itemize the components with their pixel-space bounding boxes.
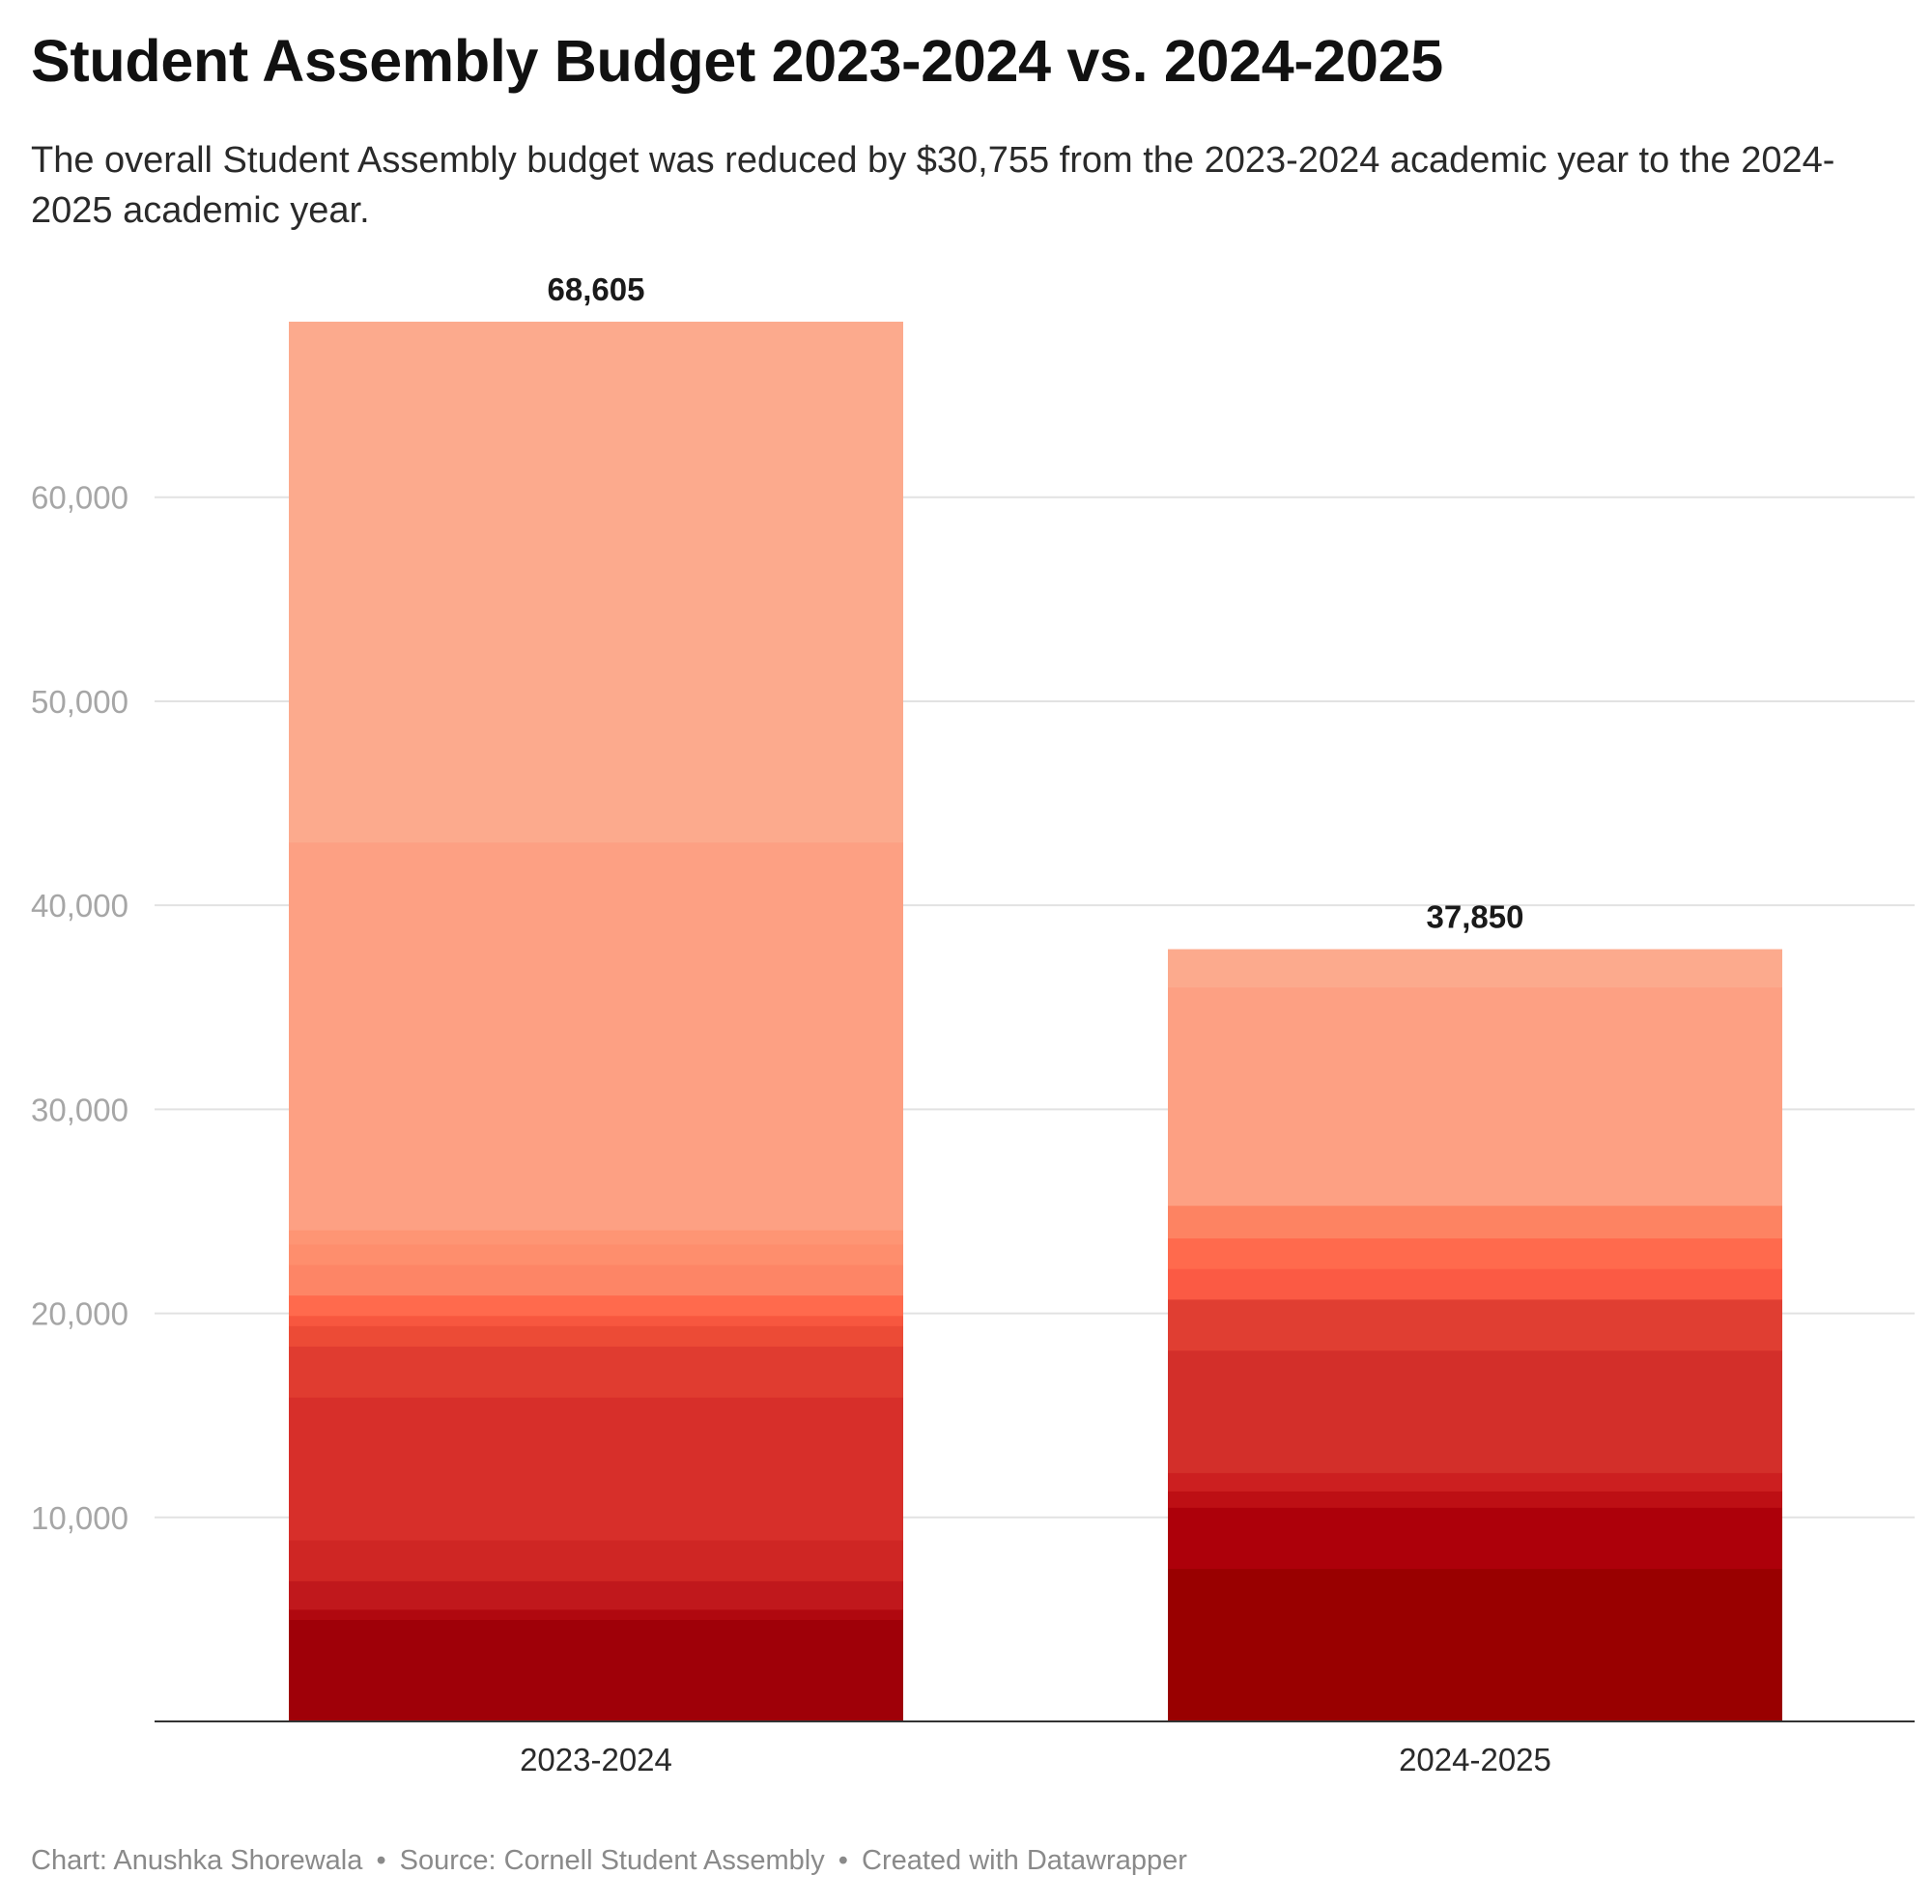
bar-segment — [289, 1608, 903, 1620]
footer-separator-1: • — [376, 1845, 386, 1876]
chart-credit: Chart: Anushka Shorewala — [31, 1845, 363, 1876]
bar-segment — [1168, 1237, 1782, 1269]
bar-segment — [289, 322, 903, 843]
chart-subtitle: The overall Student Assembly budget was … — [31, 140, 1835, 231]
bar-segment — [289, 1294, 903, 1317]
footer-separator-2: • — [838, 1845, 848, 1876]
bar-total-labels: 68,605 37,850 — [548, 271, 1524, 935]
chart-title: Student Assembly Budget 2023-2024 vs. 20… — [31, 28, 1443, 94]
chart-source: Source: Cornell Student Assembly — [399, 1845, 825, 1876]
bar-segment — [289, 1397, 903, 1541]
bar-segment — [1168, 1472, 1782, 1492]
bar-segment — [289, 1346, 903, 1398]
bar-segment — [1168, 1350, 1782, 1473]
y-tick-label: 50,000 — [31, 684, 128, 720]
bar-segment — [1168, 1507, 1782, 1570]
bar-total-label: 68,605 — [548, 271, 645, 307]
bars — [289, 322, 1782, 1722]
bar-segment — [289, 1229, 903, 1245]
bar-segment — [289, 1540, 903, 1581]
bar-segment — [289, 1580, 903, 1610]
bar-segment — [289, 1264, 903, 1296]
y-tick-label: 40,000 — [31, 888, 128, 924]
y-tick-label: 60,000 — [31, 480, 128, 516]
x-tick-label: 2024-2025 — [1399, 1742, 1551, 1777]
bar-segment — [289, 1315, 903, 1326]
bar-segment — [1168, 1205, 1782, 1239]
bar-segment — [1168, 1491, 1782, 1508]
x-axis-category-labels: 2023-2024 2024-2025 — [520, 1742, 1551, 1777]
stacked-bar — [1168, 949, 1782, 1722]
bar-segment — [1168, 949, 1782, 988]
stacked-bar — [289, 322, 903, 1722]
bar-segment — [1168, 986, 1782, 1207]
y-tick-label: 10,000 — [31, 1500, 128, 1536]
bar-segment — [1168, 1298, 1782, 1351]
bar-segment — [289, 1243, 903, 1265]
bar-total-label: 37,850 — [1427, 899, 1524, 935]
bar-segment — [1168, 1268, 1782, 1300]
y-tick-label: 30,000 — [31, 1092, 128, 1127]
y-axis-tick-labels: 10,000 20,000 30,000 40,000 50,000 60,000 — [31, 480, 128, 1536]
y-tick-label: 20,000 — [31, 1296, 128, 1332]
bar-segment — [289, 841, 903, 1231]
bar-segment — [289, 1325, 903, 1347]
chart-tool-credit: Created with Datawrapper — [862, 1845, 1187, 1876]
chart-footer: Chart: Anushka Shorewala • Source: Corne… — [31, 1845, 1187, 1877]
bar-segment — [289, 1619, 903, 1722]
bar-segment — [1168, 1568, 1782, 1722]
x-tick-label: 2023-2024 — [520, 1742, 672, 1777]
stacked-bar-chart: 10,000 20,000 30,000 40,000 50,000 60,000 68,… — [31, 271, 1915, 1777]
